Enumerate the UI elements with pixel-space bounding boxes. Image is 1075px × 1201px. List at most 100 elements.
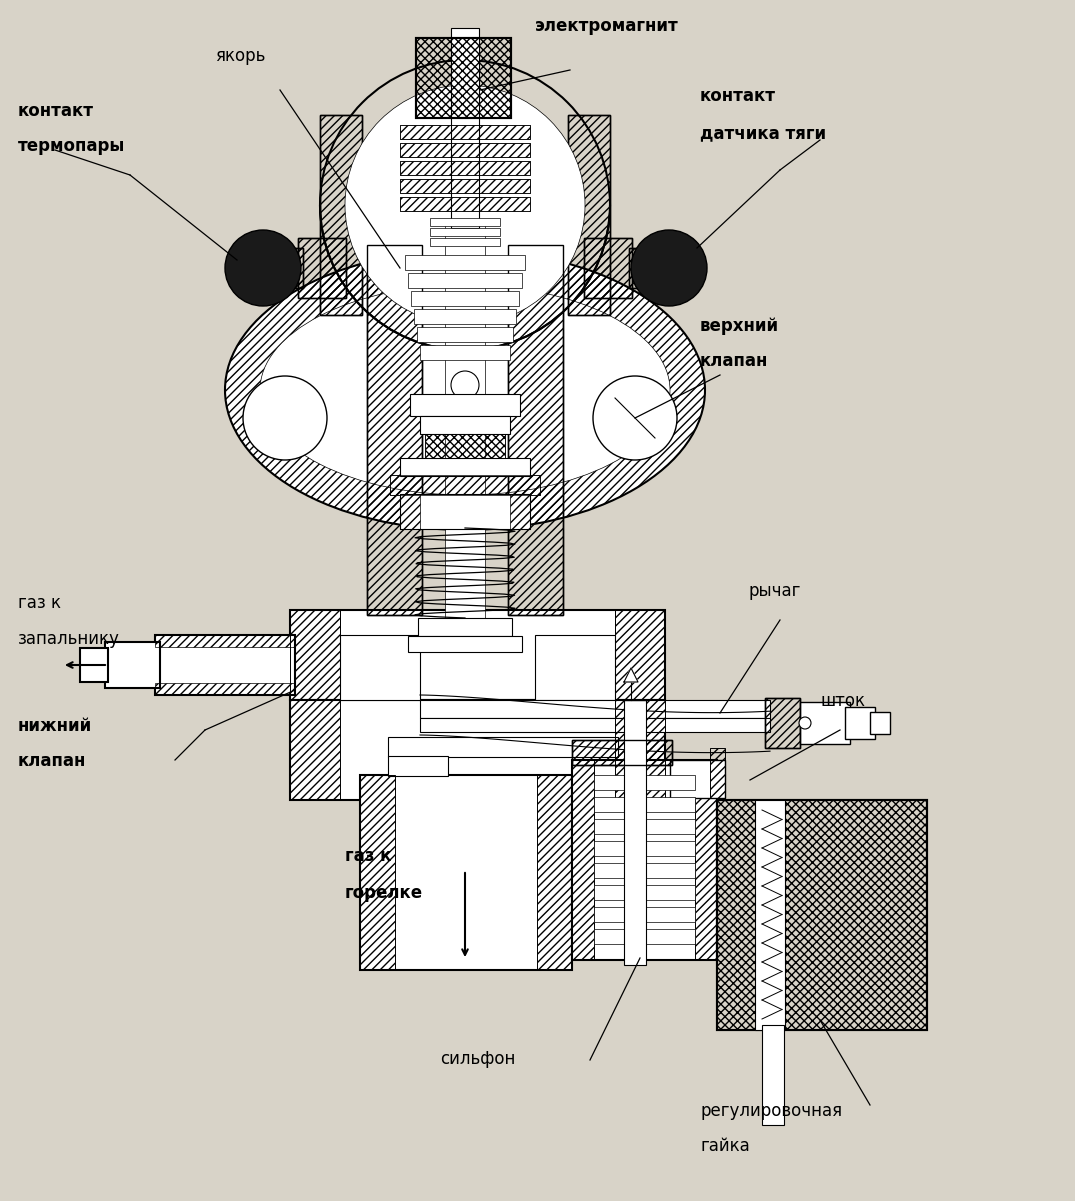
Bar xyxy=(408,273,522,288)
Bar xyxy=(430,219,500,226)
Bar xyxy=(405,255,525,270)
Bar xyxy=(390,476,540,495)
Bar xyxy=(765,698,800,748)
Bar xyxy=(388,737,618,757)
Circle shape xyxy=(452,371,479,399)
Ellipse shape xyxy=(225,250,705,530)
Circle shape xyxy=(799,717,811,729)
Bar xyxy=(290,610,340,700)
Bar xyxy=(452,28,479,228)
Bar xyxy=(594,797,696,812)
Bar xyxy=(572,740,672,765)
Circle shape xyxy=(225,231,301,306)
Bar xyxy=(320,115,362,315)
Bar xyxy=(594,907,696,922)
Text: нижний: нижний xyxy=(18,717,92,735)
Bar xyxy=(710,748,725,797)
Bar xyxy=(594,841,696,856)
Bar xyxy=(425,434,505,458)
Bar xyxy=(367,245,422,615)
Bar xyxy=(416,38,511,118)
Bar xyxy=(400,143,530,157)
Bar xyxy=(572,760,594,960)
Bar xyxy=(594,864,696,878)
Bar xyxy=(388,755,448,776)
Bar xyxy=(367,245,422,615)
Bar xyxy=(624,700,646,964)
Bar xyxy=(400,143,530,157)
Text: датчика тяги: датчика тяги xyxy=(700,124,826,142)
Text: контакт: контакт xyxy=(18,102,94,120)
Bar xyxy=(290,610,665,700)
Text: газ к: газ к xyxy=(345,847,391,865)
Text: шток: шток xyxy=(820,692,865,710)
Bar xyxy=(572,760,717,960)
Bar xyxy=(594,775,696,790)
Bar xyxy=(400,494,530,528)
Bar xyxy=(400,179,530,193)
Bar xyxy=(411,291,519,306)
Text: регулировочная: регулировочная xyxy=(700,1103,842,1121)
Polygon shape xyxy=(624,668,637,682)
Bar xyxy=(696,760,717,960)
Bar xyxy=(400,161,530,175)
Bar xyxy=(717,800,927,1030)
Text: клапан: клапан xyxy=(700,352,769,370)
Text: термопары: термопары xyxy=(18,137,126,155)
Bar xyxy=(155,635,295,695)
Text: электромагнит: электромагнит xyxy=(535,17,678,35)
Text: запальнику: запальнику xyxy=(18,631,120,649)
Bar xyxy=(320,115,362,315)
Bar xyxy=(755,800,785,1030)
Bar xyxy=(400,494,420,528)
Text: клапан: клапан xyxy=(18,752,86,770)
Bar xyxy=(420,345,510,360)
Bar xyxy=(408,637,522,652)
Circle shape xyxy=(631,231,707,306)
Circle shape xyxy=(243,376,327,460)
Text: сильфон: сильфон xyxy=(440,1050,515,1068)
Bar xyxy=(594,885,696,900)
Bar xyxy=(508,245,563,615)
Bar xyxy=(410,394,520,416)
Bar xyxy=(535,635,615,700)
Bar xyxy=(263,247,303,288)
Text: горелке: горелке xyxy=(345,884,424,902)
Bar xyxy=(420,718,770,731)
Bar xyxy=(425,434,505,458)
Bar xyxy=(594,930,696,944)
Bar xyxy=(360,775,572,970)
Bar xyxy=(629,247,669,288)
Bar xyxy=(290,700,340,800)
Bar xyxy=(290,610,340,700)
Bar xyxy=(845,707,875,739)
Bar xyxy=(390,476,540,495)
Bar xyxy=(340,635,420,700)
Text: якорь: якорь xyxy=(215,47,266,65)
Bar xyxy=(400,125,530,139)
Bar xyxy=(508,245,563,615)
Bar xyxy=(594,819,696,833)
Bar xyxy=(800,703,850,743)
Bar xyxy=(290,700,665,800)
Bar xyxy=(568,115,610,315)
Ellipse shape xyxy=(345,85,585,325)
Bar xyxy=(420,700,770,718)
Bar xyxy=(615,700,665,800)
Ellipse shape xyxy=(260,285,670,495)
Bar xyxy=(400,179,530,193)
Bar xyxy=(420,416,510,434)
Bar xyxy=(155,683,295,695)
Text: газ к: газ к xyxy=(18,594,61,613)
Bar xyxy=(445,225,485,645)
Bar xyxy=(360,775,395,970)
Bar xyxy=(510,494,530,528)
Bar xyxy=(717,800,927,1030)
Circle shape xyxy=(593,376,677,460)
Bar xyxy=(400,458,530,476)
Bar xyxy=(400,197,530,211)
Bar xyxy=(417,327,513,342)
Bar xyxy=(414,309,516,324)
Bar xyxy=(584,238,632,298)
Bar xyxy=(400,161,530,175)
